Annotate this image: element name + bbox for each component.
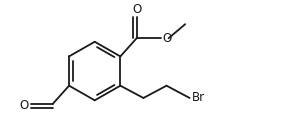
Text: O: O <box>132 3 141 16</box>
Text: O: O <box>20 99 29 112</box>
Text: Br: Br <box>192 92 205 105</box>
Text: O: O <box>162 32 171 45</box>
